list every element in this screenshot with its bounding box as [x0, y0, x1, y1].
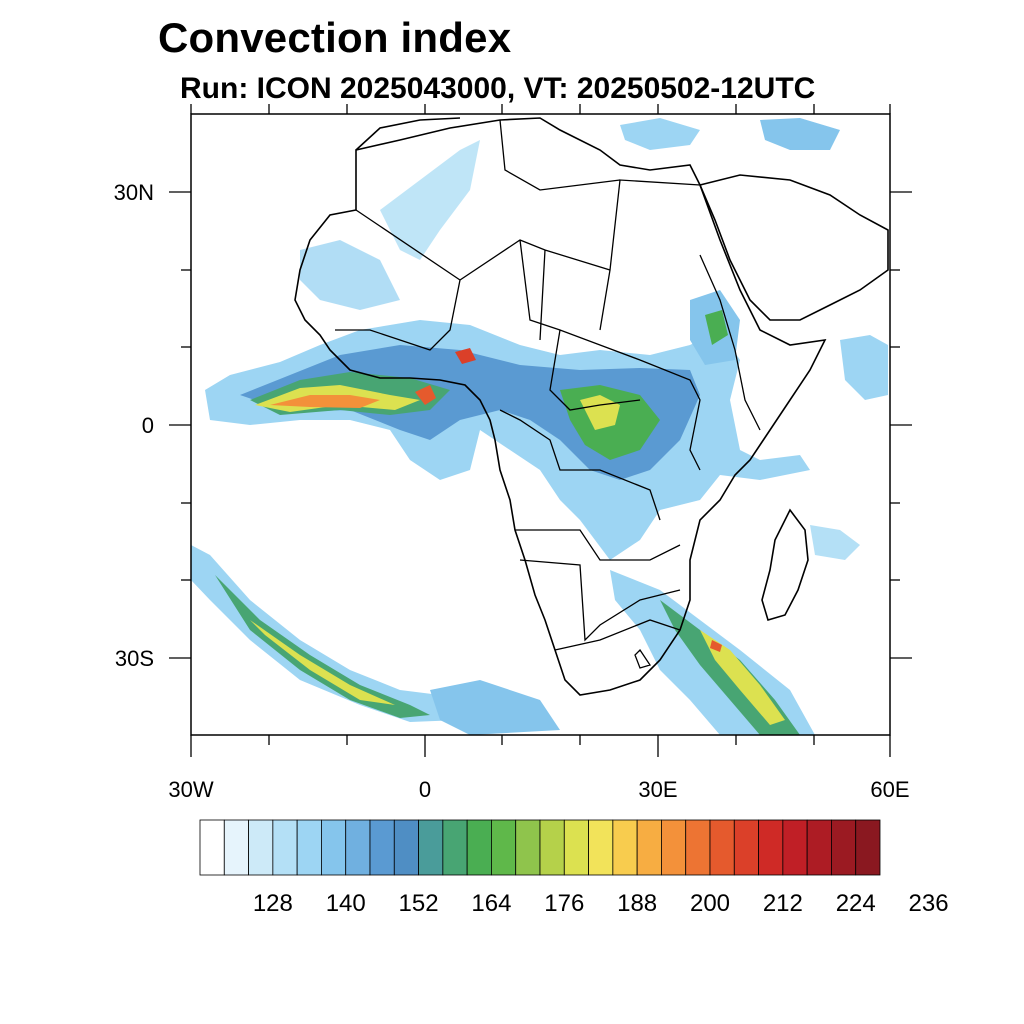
colorbar-swatch	[248, 819, 274, 876]
lon-label-60e: 60E	[870, 777, 909, 802]
arabia	[698, 174, 889, 321]
colorbar-label: 224	[836, 890, 876, 917]
convection-field	[191, 118, 888, 735]
colorbar-swatch	[199, 819, 225, 876]
colorbar-label: 188	[617, 890, 657, 917]
ethiopia-green	[705, 310, 728, 345]
axis-ticks	[169, 104, 912, 757]
colorbar-label: 176	[544, 890, 584, 917]
north-africa-streak	[380, 140, 480, 260]
colorbar-swatch	[491, 819, 517, 876]
west-sahel-streak	[300, 240, 400, 310]
colorbar-swatch	[418, 819, 444, 876]
south-atlantic-band	[191, 545, 470, 722]
africa-coastline	[294, 117, 827, 696]
colorbar-swatch	[588, 819, 614, 876]
colorbar-swatch	[442, 819, 468, 876]
south-indian-red	[710, 640, 722, 652]
south-indian-yellow	[700, 630, 785, 725]
colorbar-swatch	[709, 819, 735, 876]
colorbar-label: 152	[399, 890, 439, 917]
lon-label-0: 0	[419, 777, 431, 802]
colorbar-swatch	[539, 819, 565, 876]
colorbar-swatch	[272, 819, 298, 876]
indian-ocean-patch	[840, 335, 888, 400]
colorbar-labels: 128 140 152 164 176 188 200 212 224 236	[253, 890, 949, 917]
hotspot-nigeria	[455, 348, 476, 364]
colorbar-label: 212	[763, 890, 803, 917]
colorbar-swatch	[855, 819, 881, 876]
colorbar-swatch	[345, 819, 371, 876]
colorbar-swatch	[321, 819, 347, 876]
colorbar-swatch	[782, 819, 808, 876]
colorbar-swatch	[661, 819, 687, 876]
colorbar-swatch	[515, 819, 541, 876]
hotspot-gulf	[415, 385, 436, 405]
itcz-orange	[270, 395, 380, 408]
mediterranean-edge	[355, 117, 461, 151]
colorbar-swatch	[685, 819, 711, 876]
south-patch	[430, 680, 560, 735]
lat-label-30s: 30S	[115, 646, 154, 671]
colorbar	[199, 819, 881, 876]
colorbar-label: 236	[909, 890, 949, 917]
colorbar-label: 200	[690, 890, 730, 917]
colorbar-swatch	[806, 819, 832, 876]
lon-label-30w: 30W	[168, 777, 213, 802]
coastlines	[294, 117, 889, 696]
madagascar	[761, 508, 809, 621]
border-lines	[335, 119, 761, 669]
colorbar-swatch	[296, 819, 322, 876]
lon-label-30e: 30E	[638, 777, 677, 802]
colorbar-swatch	[393, 819, 419, 876]
chart-subtitle: Run: ICON 2025043000, VT: 20250502-12UTC	[180, 72, 816, 105]
colorbar-swatch	[636, 819, 662, 876]
colorbar-label: 164	[471, 890, 511, 917]
colorbar-swatch	[733, 819, 759, 876]
colorbar-swatch	[369, 819, 395, 876]
lat-label-30n: 30N	[114, 180, 154, 205]
lat-label-0: 0	[142, 413, 154, 438]
colorbar-swatch	[831, 819, 857, 876]
top-patches	[620, 118, 700, 150]
madagascar-east	[810, 525, 860, 560]
colorbar-swatch	[563, 819, 589, 876]
colorbar-label: 140	[326, 890, 366, 917]
colorbar-swatch	[466, 819, 492, 876]
colorbar-swatch	[223, 819, 249, 876]
colorbar-swatch	[758, 819, 784, 876]
top-right-patch	[760, 118, 840, 150]
colorbar-swatch	[612, 819, 638, 876]
chart-title: Convection index	[158, 14, 512, 61]
colorbar-label: 128	[253, 890, 293, 917]
